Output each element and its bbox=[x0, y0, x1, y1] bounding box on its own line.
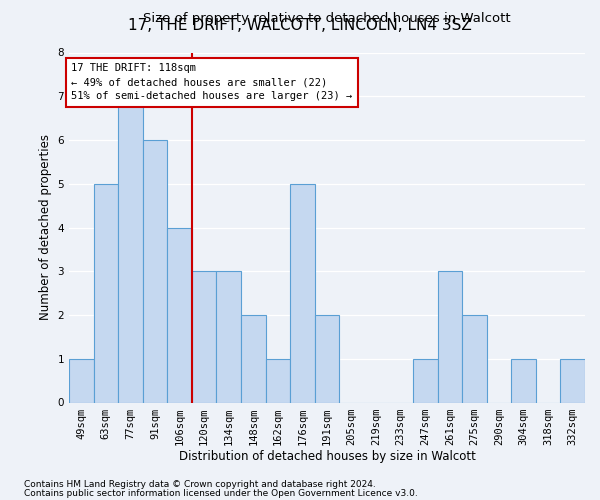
Bar bbox=[413, 358, 437, 403]
Text: Contains public sector information licensed under the Open Government Licence v3: Contains public sector information licen… bbox=[24, 489, 418, 498]
Text: 17 THE DRIFT: 118sqm
← 49% of detached houses are smaller (22)
51% of semi-detac: 17 THE DRIFT: 118sqm ← 49% of detached h… bbox=[71, 64, 353, 102]
Bar bbox=[560, 358, 585, 403]
Bar bbox=[69, 358, 94, 403]
Bar bbox=[167, 228, 192, 402]
Bar bbox=[266, 358, 290, 403]
Y-axis label: Number of detached properties: Number of detached properties bbox=[39, 134, 52, 320]
Bar bbox=[437, 271, 462, 402]
Bar bbox=[462, 315, 487, 402]
Bar bbox=[511, 358, 536, 403]
Bar bbox=[143, 140, 167, 402]
Text: Contains HM Land Registry data © Crown copyright and database right 2024.: Contains HM Land Registry data © Crown c… bbox=[24, 480, 376, 489]
Bar bbox=[94, 184, 118, 402]
X-axis label: Distribution of detached houses by size in Walcott: Distribution of detached houses by size … bbox=[179, 450, 475, 464]
Bar bbox=[290, 184, 315, 402]
Bar bbox=[192, 271, 217, 402]
Text: 17, THE DRIFT, WALCOTT, LINCOLN, LN4 3SZ: 17, THE DRIFT, WALCOTT, LINCOLN, LN4 3SZ bbox=[128, 18, 472, 32]
Bar bbox=[118, 96, 143, 402]
Bar bbox=[315, 315, 339, 402]
Bar bbox=[241, 315, 266, 402]
Title: Size of property relative to detached houses in Walcott: Size of property relative to detached ho… bbox=[143, 12, 511, 25]
Bar bbox=[217, 271, 241, 402]
